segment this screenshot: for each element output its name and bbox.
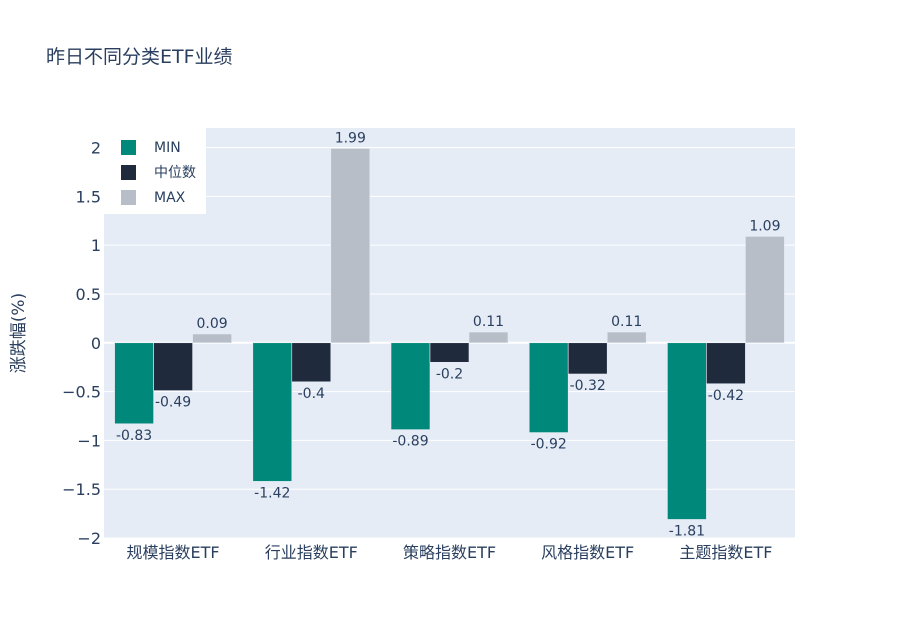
legend-label[interactable]: 中位数 xyxy=(154,165,196,181)
data-label: 1.09 xyxy=(749,218,780,234)
bar[interactable] xyxy=(567,342,608,375)
y-tick-label: 0.5 xyxy=(76,285,101,304)
y-axis-ticks: 2 1.5 1 0.5 0 −0.5 −1 −1.5 −2 xyxy=(62,139,101,548)
legend-swatch[interactable] xyxy=(121,190,136,205)
bar[interactable] xyxy=(330,148,371,344)
y-tick-label: 2 xyxy=(91,139,101,158)
bar[interactable] xyxy=(429,342,470,363)
x-tick-label: 主题指数ETF xyxy=(679,543,772,562)
data-label: -1.81 xyxy=(669,523,705,539)
data-label: -0.49 xyxy=(155,395,191,411)
bar[interactable] xyxy=(468,331,509,344)
x-axis-ticks: 规模指数ETF 行业指数ETF 策略指数ETF 风格指数ETF 主题指数ETF xyxy=(127,543,773,562)
data-label: -0.92 xyxy=(531,437,567,453)
bar[interactable] xyxy=(252,342,293,482)
x-tick-label: 行业指数ETF xyxy=(265,543,358,562)
data-label: 0.11 xyxy=(473,314,504,330)
legend[interactable]: MIN 中位数 MAX xyxy=(104,128,206,214)
data-label: -0.2 xyxy=(436,366,463,382)
legend-swatch[interactable] xyxy=(121,165,136,180)
data-label: -0.89 xyxy=(392,434,428,450)
bar[interactable] xyxy=(291,342,332,383)
data-label: -1.42 xyxy=(254,485,290,501)
data-label: 0.11 xyxy=(611,314,642,330)
y-tick-label: −1.5 xyxy=(62,480,101,499)
y-tick-label: 1.5 xyxy=(76,187,101,206)
data-label: -0.32 xyxy=(570,378,606,394)
legend-swatch[interactable] xyxy=(121,140,136,155)
y-tick-label: −0.5 xyxy=(62,383,101,402)
bar[interactable] xyxy=(153,342,193,391)
y-tick-label: 0 xyxy=(91,334,101,353)
x-tick-label: 规模指数ETF xyxy=(127,543,220,562)
y-axis-label: 涨跌幅(%) xyxy=(9,293,29,373)
x-tick-label: 风格指数ETF xyxy=(541,543,634,562)
bar[interactable] xyxy=(528,342,569,433)
bar[interactable] xyxy=(390,342,431,430)
data-label: -0.4 xyxy=(298,386,325,402)
bars xyxy=(114,148,785,520)
data-label: -0.42 xyxy=(708,388,744,404)
bar[interactable] xyxy=(606,331,647,344)
bar[interactable] xyxy=(745,236,785,344)
data-label: 0.09 xyxy=(197,316,228,332)
data-label: -0.83 xyxy=(116,428,152,444)
y-tick-label: 1 xyxy=(91,236,101,255)
bar[interactable] xyxy=(114,342,154,425)
bar[interactable] xyxy=(706,342,746,385)
x-tick-label: 策略指数ETF xyxy=(403,543,496,562)
legend-label[interactable]: MAX xyxy=(154,190,186,206)
legend-label[interactable]: MIN xyxy=(154,140,181,156)
data-labels: -0.83 -0.49 0.09 -1.42 -0.4 1.99 -0.89 -0.2 0.11… xyxy=(116,131,781,540)
chart-title: 昨日不同分类ETF业绩 xyxy=(46,46,233,68)
data-label: 1.99 xyxy=(335,131,366,147)
y-tick-label: −2 xyxy=(77,529,101,548)
bar[interactable] xyxy=(192,333,232,344)
bar[interactable] xyxy=(667,342,707,520)
y-tick-label: −1 xyxy=(77,431,101,450)
